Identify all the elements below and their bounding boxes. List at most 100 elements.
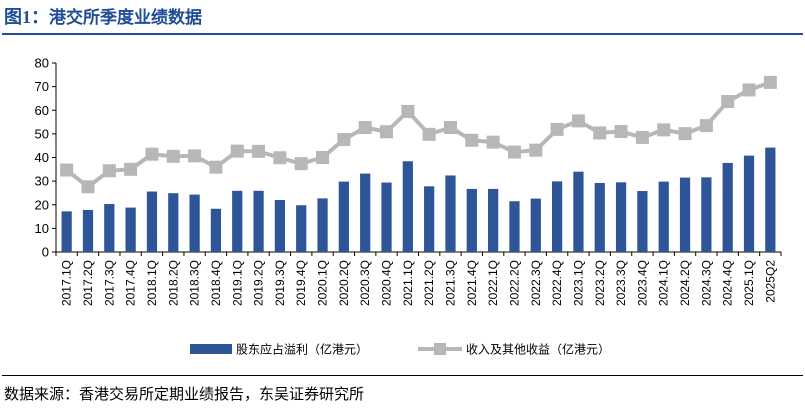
line-point	[166, 149, 180, 163]
y-tick-label: 60	[35, 103, 49, 118]
bar	[168, 193, 179, 252]
bar	[104, 204, 115, 252]
bar	[317, 198, 328, 252]
x-tick-label: 2022.1Q	[486, 260, 500, 306]
line-point	[465, 133, 479, 147]
bar	[402, 161, 413, 252]
bar	[296, 205, 307, 252]
bar	[701, 177, 712, 252]
bar	[125, 207, 136, 252]
y-tick-label: 80	[35, 56, 49, 71]
y-tick-label: 0	[42, 245, 49, 260]
x-tick-label: 2021.1Q	[401, 260, 415, 306]
x-tick-label: 2021.2Q	[422, 260, 436, 306]
bar	[381, 182, 392, 252]
figure-title: 图1：港交所季度业绩数据	[4, 4, 202, 30]
bar	[82, 209, 94, 252]
x-tick-label: 2023.3Q	[614, 260, 628, 306]
legend-swatch-bar	[190, 344, 232, 354]
line-point	[188, 149, 202, 163]
line-point	[721, 95, 735, 109]
x-tick-label: 2017.4Q	[124, 260, 138, 306]
line-point	[699, 119, 713, 133]
line-point	[230, 144, 244, 158]
legend-item-line: 收入及其他收益（亿港元）	[418, 342, 610, 357]
x-tick-label: 2019.3Q	[273, 260, 287, 306]
line-point	[294, 157, 308, 171]
x-tick-label: 2018.3Q	[188, 260, 202, 306]
x-tick-label: 2023.2Q	[593, 260, 607, 306]
x-tick-label: 2020.2Q	[337, 260, 351, 306]
y-axis: 0 10 20 30 40 50 60 70 80	[35, 56, 57, 260]
x-tick-label: 2018.1Q	[145, 260, 159, 306]
line-point	[635, 130, 649, 144]
y-tick-label: 20	[35, 197, 49, 212]
x-tick-label: 2023.1Q	[571, 260, 585, 306]
legend-label-bar: 股东应占溢利（亿港元）	[236, 342, 368, 357]
bar	[615, 182, 627, 252]
bar	[424, 186, 435, 252]
x-tick-label: 2019.4Q	[294, 260, 308, 306]
source-note: 数据来源：香港交易所定期业绩报告，东吴证券研究所	[4, 385, 365, 403]
bar	[765, 147, 776, 252]
line-point	[401, 104, 415, 118]
line-point	[316, 151, 330, 164]
line-point	[571, 114, 585, 128]
x-tick-label: 2021.3Q	[443, 260, 457, 306]
line-point	[529, 143, 543, 157]
bar-series	[61, 147, 776, 252]
line-point	[614, 125, 628, 139]
x-tick-label: 2024.3Q	[699, 260, 713, 306]
line-point	[124, 162, 138, 176]
x-tick-label: 2022.3Q	[529, 260, 543, 306]
figure-title-text: 港交所季度业绩数据	[49, 8, 202, 28]
line-point	[102, 164, 116, 178]
y-tick-label: 30	[35, 174, 49, 189]
bar	[338, 181, 349, 252]
x-tick-label: 2020.3Q	[358, 260, 372, 306]
line-point	[763, 75, 777, 89]
line-point	[358, 120, 372, 134]
bar	[679, 177, 691, 252]
line-point	[145, 147, 159, 161]
x-tick-label: 2022.2Q	[507, 260, 521, 306]
bar	[61, 211, 72, 252]
legend-item-bar: 股东应占溢利（亿港元）	[190, 342, 368, 357]
title-rule	[2, 33, 803, 35]
bar	[253, 190, 264, 252]
x-axis: 2017.1Q 2017.2Q 2017.3Q 2017.4Q 2018.1Q 2018.…	[55, 251, 782, 306]
bar	[573, 171, 584, 252]
x-tick-label: 2022.4Q	[550, 260, 564, 306]
line-point	[507, 145, 521, 159]
x-tick-label: 2017.3Q	[102, 260, 116, 306]
x-tick-label: 2018.4Q	[209, 260, 223, 306]
figure-label: 图1：	[4, 7, 49, 27]
bar	[637, 191, 648, 252]
line-point	[486, 135, 500, 149]
line-point	[678, 127, 692, 141]
line-series	[60, 75, 777, 194]
line-point	[337, 133, 351, 147]
bar	[509, 201, 520, 252]
x-tick-label: 2019.2Q	[252, 260, 266, 306]
x-tick-label: 2024.2Q	[678, 260, 692, 306]
line-point	[60, 163, 74, 177]
line-point	[380, 125, 394, 139]
bar	[551, 181, 563, 252]
line-point	[209, 160, 223, 174]
bar	[210, 208, 222, 252]
line-point	[81, 180, 95, 194]
y-tick-label: 50	[35, 126, 49, 141]
bar	[189, 194, 200, 252]
line-point	[443, 120, 457, 134]
bar	[658, 181, 669, 252]
line-point	[422, 127, 436, 141]
legend-label-line: 收入及其他收益（亿港元）	[466, 342, 610, 357]
line-point	[657, 123, 671, 137]
x-tick-label: 2020.1Q	[316, 260, 330, 306]
x-tick-label: 2017.1Q	[60, 260, 74, 306]
bar	[743, 155, 755, 252]
x-tick-label: 2025.1Q	[742, 260, 756, 306]
y-tick-label: 10	[35, 221, 49, 236]
